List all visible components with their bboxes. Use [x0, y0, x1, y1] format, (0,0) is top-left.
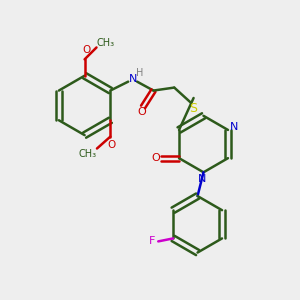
- Text: N: N: [230, 122, 239, 132]
- Text: O: O: [137, 107, 146, 117]
- Text: O: O: [152, 153, 160, 163]
- Text: F: F: [148, 236, 155, 246]
- Text: CH₃: CH₃: [79, 148, 97, 159]
- Text: CH₃: CH₃: [97, 38, 115, 48]
- Text: S: S: [189, 103, 197, 116]
- Text: N: N: [129, 74, 138, 84]
- Text: N: N: [198, 174, 206, 184]
- Text: O: O: [108, 140, 116, 150]
- Text: O: O: [82, 45, 90, 56]
- Text: H: H: [136, 68, 143, 78]
